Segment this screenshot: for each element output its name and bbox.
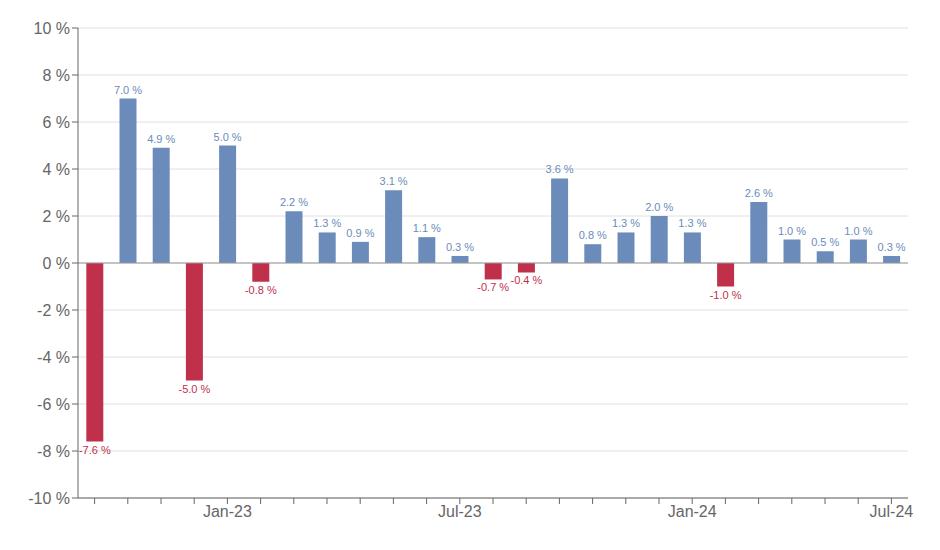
svg-text:-4 %: -4 % — [37, 349, 70, 366]
svg-text:-0.4 %: -0.4 % — [511, 274, 543, 286]
svg-text:3.6 %: 3.6 % — [546, 163, 574, 175]
svg-text:4 %: 4 % — [42, 161, 70, 178]
svg-text:-8 %: -8 % — [37, 443, 70, 460]
svg-text:Jul-23: Jul-23 — [438, 503, 482, 520]
svg-text:0.3 %: 0.3 % — [446, 241, 474, 253]
svg-text:8 %: 8 % — [42, 67, 70, 84]
svg-text:0.8 %: 0.8 % — [579, 229, 607, 241]
svg-text:2.2 %: 2.2 % — [280, 196, 308, 208]
svg-text:Jan-23: Jan-23 — [203, 503, 252, 520]
svg-text:0.3 %: 0.3 % — [878, 241, 906, 253]
svg-text:Jul-24: Jul-24 — [870, 503, 914, 520]
svg-text:1.3 %: 1.3 % — [678, 217, 706, 229]
svg-text:10 %: 10 % — [34, 20, 70, 37]
svg-text:Jan-24: Jan-24 — [668, 503, 717, 520]
svg-text:-6 %: -6 % — [37, 396, 70, 413]
svg-text:6 %: 6 % — [42, 114, 70, 131]
svg-text:-5.0 %: -5.0 % — [179, 383, 211, 395]
svg-text:4.9 %: 4.9 % — [147, 133, 175, 145]
svg-text:1.3 %: 1.3 % — [612, 217, 640, 229]
svg-text:2.0 %: 2.0 % — [645, 201, 673, 213]
svg-text:2.6 %: 2.6 % — [745, 187, 773, 199]
svg-text:1.0 %: 1.0 % — [844, 225, 872, 237]
svg-text:3.1 %: 3.1 % — [380, 175, 408, 187]
svg-text:-1.0 %: -1.0 % — [710, 289, 742, 301]
svg-text:1.3 %: 1.3 % — [313, 217, 341, 229]
svg-text:-0.8 %: -0.8 % — [245, 284, 277, 296]
svg-text:-2 %: -2 % — [37, 302, 70, 319]
svg-text:1.0 %: 1.0 % — [778, 225, 806, 237]
svg-text:-0.7 %: -0.7 % — [477, 281, 509, 293]
svg-text:5.0 %: 5.0 % — [214, 131, 242, 143]
svg-text:0.5 %: 0.5 % — [811, 236, 839, 248]
svg-text:2 %: 2 % — [42, 208, 70, 225]
svg-text:0 %: 0 % — [42, 255, 70, 272]
svg-text:7.0 %: 7.0 % — [114, 84, 142, 96]
svg-text:-7.6 %: -7.6 % — [79, 444, 111, 456]
svg-text:1.1 %: 1.1 % — [413, 222, 441, 234]
svg-text:-10 %: -10 % — [28, 490, 70, 507]
svg-text:0.9 %: 0.9 % — [346, 227, 374, 239]
